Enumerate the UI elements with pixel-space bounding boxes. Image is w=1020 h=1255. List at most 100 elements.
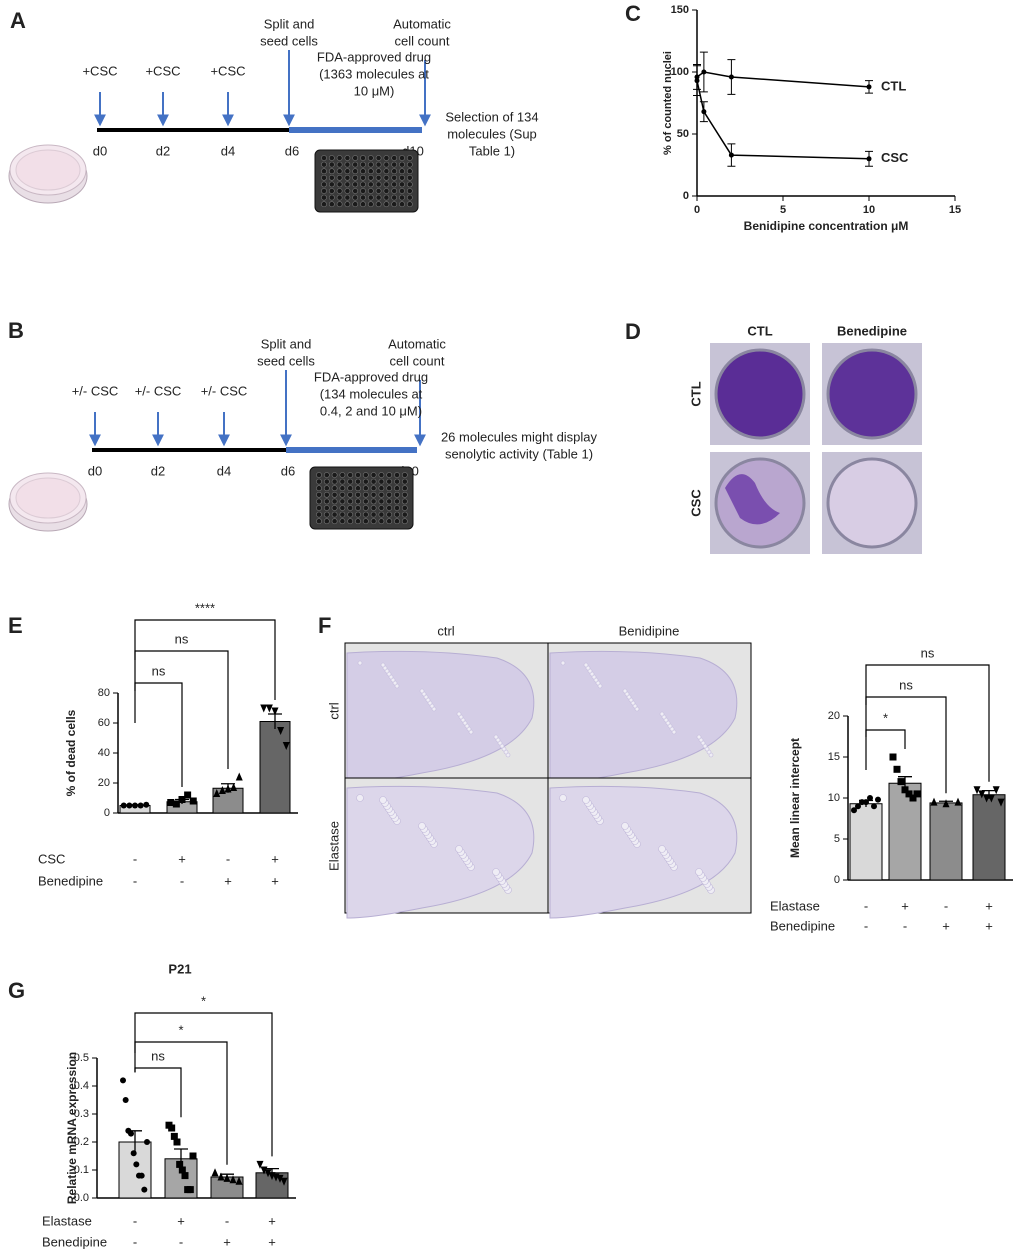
column-header: ctrl — [437, 623, 454, 638]
condition-level: + — [268, 1213, 276, 1228]
x-tick-label: 15 — [949, 204, 961, 216]
well — [406, 155, 413, 161]
data-point — [866, 156, 872, 162]
data-point — [930, 797, 938, 806]
well — [375, 181, 382, 188]
alveolus — [659, 711, 665, 717]
well — [391, 194, 398, 201]
well — [391, 161, 398, 168]
error-bar — [268, 713, 282, 729]
well — [378, 505, 385, 511]
well — [401, 511, 408, 518]
condition-level: + — [223, 1234, 231, 1249]
data-point — [277, 727, 285, 735]
panel-label: G — [8, 978, 25, 1003]
y-tick-label: 20 — [828, 710, 840, 722]
well — [370, 511, 377, 518]
data-point — [913, 790, 921, 798]
data-point — [130, 1150, 137, 1157]
data-point — [701, 69, 707, 75]
condition-level: + — [268, 1234, 276, 1249]
well — [352, 201, 359, 208]
alveolus — [621, 822, 629, 830]
well — [323, 518, 330, 525]
well — [370, 505, 377, 511]
drug-label: 10 μM) — [354, 83, 395, 98]
y-tick-label: 20 — [98, 777, 110, 789]
well — [391, 174, 398, 181]
condition-label: Benedipine — [770, 918, 835, 933]
well — [406, 194, 413, 201]
well — [336, 161, 343, 168]
y-tick-label: 5 — [834, 833, 840, 845]
y-tick-label: 80 — [98, 687, 110, 699]
data-point — [189, 1152, 197, 1160]
error-bar — [174, 1148, 188, 1169]
well — [328, 168, 335, 175]
well — [378, 472, 385, 478]
day-label: d4 — [221, 143, 235, 158]
well — [391, 201, 398, 208]
well — [323, 485, 330, 492]
day-label: d2 — [156, 143, 170, 158]
well — [383, 174, 390, 181]
condition-label: Elastase — [770, 898, 820, 913]
alveolus — [419, 688, 425, 694]
x-tick-label: 10 — [863, 204, 875, 216]
y-tick-label: 0 — [834, 874, 840, 886]
well — [370, 472, 377, 478]
well — [323, 511, 330, 518]
well — [378, 511, 385, 518]
y-tick-label: 0 — [104, 807, 110, 819]
condition-level: - — [225, 1213, 229, 1228]
data-point — [138, 1172, 145, 1179]
split-label: seed cells — [260, 33, 318, 48]
well — [355, 518, 361, 525]
well — [331, 498, 338, 505]
well — [347, 505, 354, 511]
column-header: Benidipine — [619, 623, 680, 638]
data-point — [120, 802, 127, 809]
well — [378, 491, 385, 498]
well — [375, 188, 382, 194]
well — [316, 518, 322, 525]
well — [344, 194, 351, 201]
error-bar — [898, 776, 912, 790]
data-point — [973, 786, 981, 795]
well — [339, 485, 346, 492]
well — [355, 478, 361, 485]
well — [360, 161, 366, 168]
split-label: Split and — [264, 16, 315, 31]
data-point — [866, 84, 872, 90]
day-label: d4 — [217, 463, 231, 478]
well — [321, 174, 327, 181]
data-point — [867, 795, 873, 801]
condition-label: Benedipine — [42, 1234, 107, 1249]
condition-level: - — [864, 898, 868, 913]
day-label: d6 — [281, 463, 295, 478]
significance-bracket — [134, 1012, 273, 1157]
y-tick-label: 0.1 — [74, 1164, 89, 1176]
well — [347, 478, 354, 485]
well — [391, 168, 398, 175]
well — [401, 478, 408, 485]
well — [352, 174, 359, 181]
drug-label: (134 molecules at — [320, 386, 423, 401]
well — [344, 188, 351, 194]
well — [399, 188, 405, 194]
well-stain — [826, 457, 918, 549]
well — [375, 155, 382, 161]
well — [336, 201, 343, 208]
well — [352, 194, 359, 201]
condition-level: - — [226, 851, 230, 866]
well — [383, 201, 390, 208]
day-label: d6 — [285, 143, 299, 158]
well — [375, 201, 382, 208]
error-bar — [265, 1167, 279, 1177]
well — [360, 201, 366, 208]
well — [386, 505, 393, 511]
well-stain — [714, 348, 806, 440]
well — [362, 485, 369, 492]
y-axis-label: Mean linear intercept — [788, 738, 802, 858]
count-label: Automatic — [388, 336, 446, 351]
